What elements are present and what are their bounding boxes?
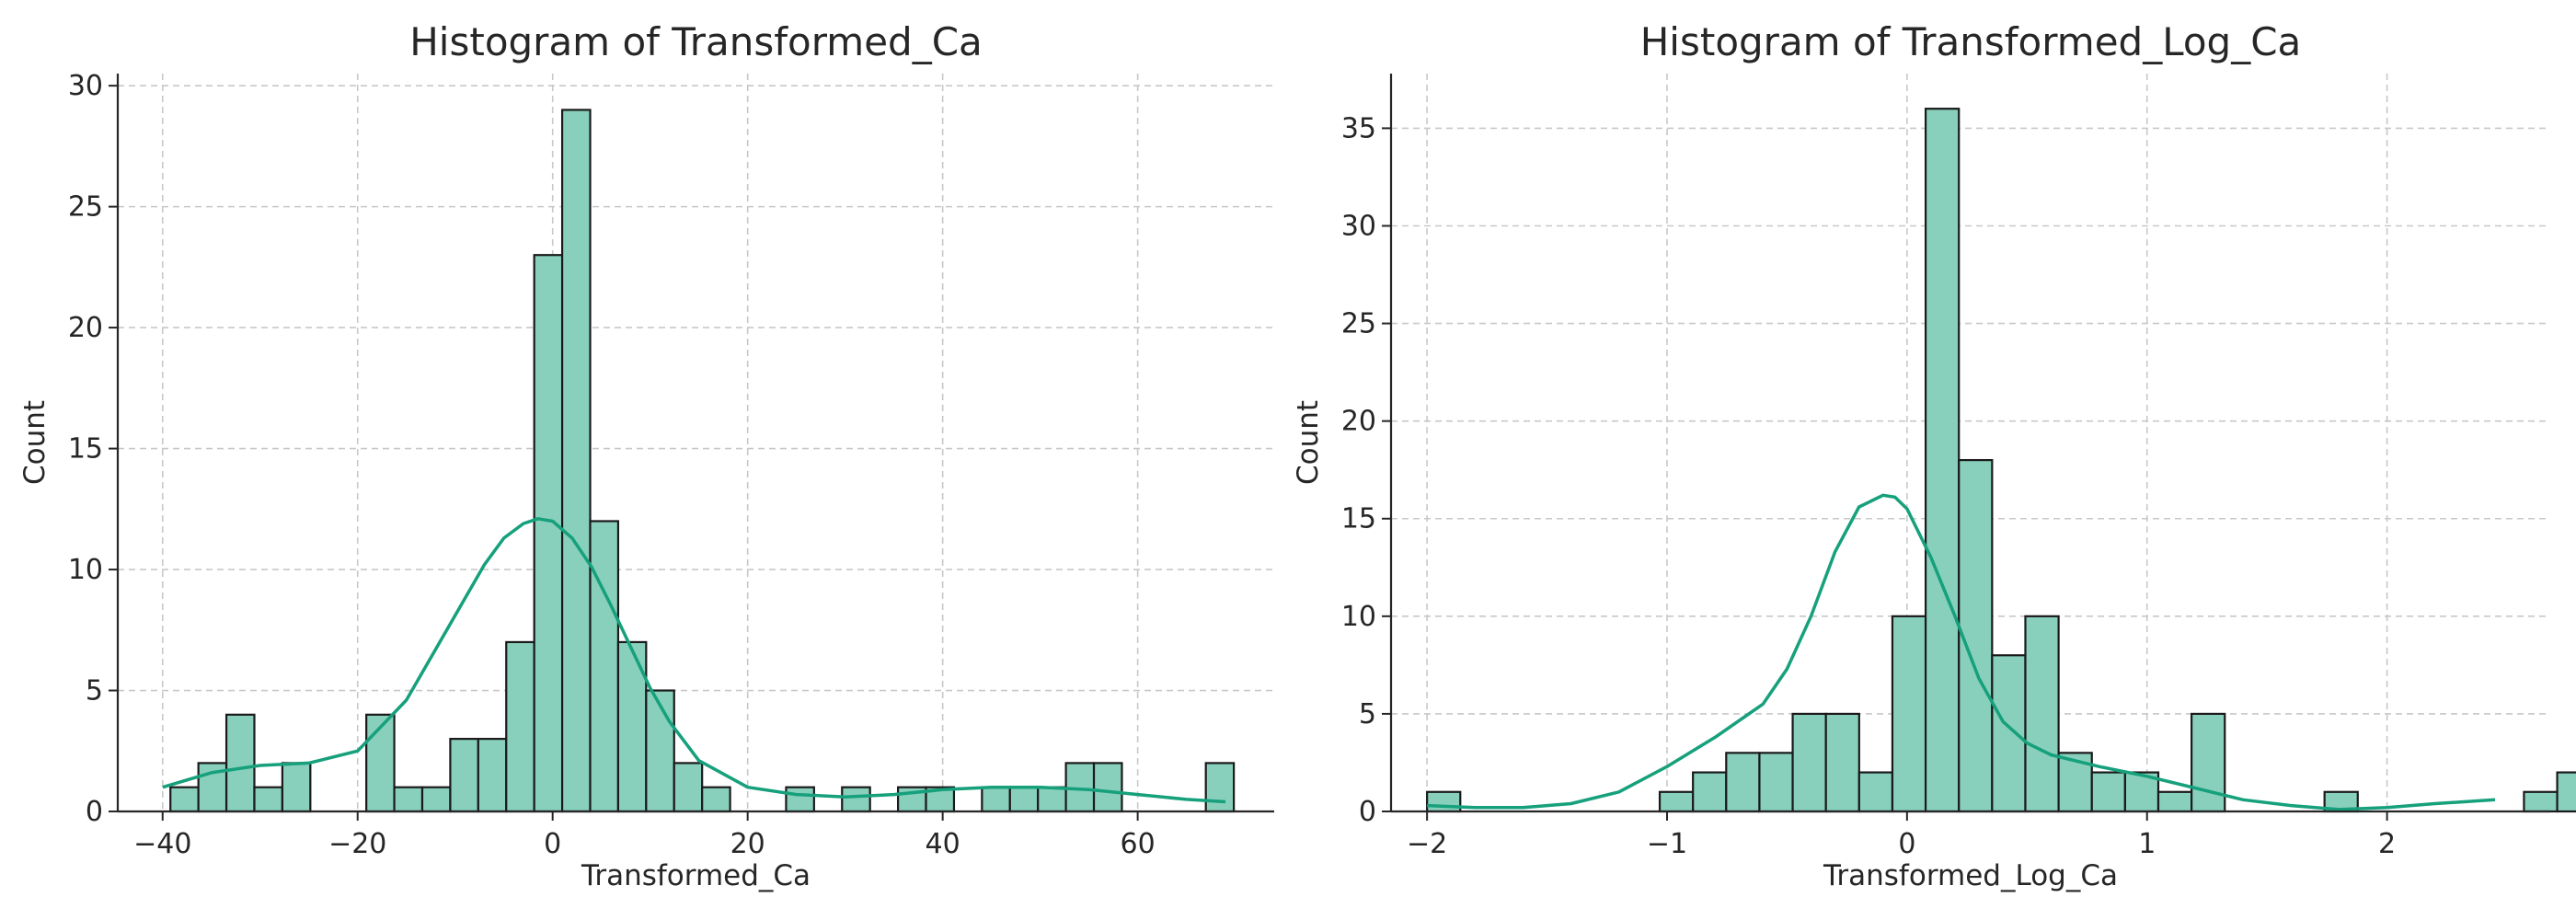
histogram-bar [505, 640, 535, 813]
y-tick-label: 10 [1341, 601, 1376, 633]
histogram-bar [1658, 790, 1695, 813]
kde-curve [162, 517, 1226, 804]
y-tick-label: 25 [68, 191, 103, 224]
histogram-bar [1791, 712, 1827, 813]
y-tick-label: 35 [1341, 112, 1376, 144]
histogram-bar [477, 738, 508, 813]
x-tick-label: −2 [1407, 828, 1447, 860]
histogram-bar [2556, 771, 2576, 813]
histogram-bar [1857, 771, 1894, 813]
kde-curve [1427, 493, 2496, 811]
histogram-bar [1958, 458, 1994, 813]
y-tick-label: 20 [1341, 406, 1376, 438]
y-tick-label: 5 [1359, 698, 1376, 730]
histogram-bar [673, 762, 704, 813]
histogram-bar [1426, 790, 1462, 813]
histogram-bar [589, 520, 620, 813]
histogram-bar [1991, 654, 2027, 813]
y-axis-label: Count [18, 400, 52, 485]
histogram-bar [841, 786, 871, 813]
histogram-bar [645, 689, 675, 813]
histogram-bar [1725, 752, 1761, 813]
y-tick-label: 15 [68, 433, 103, 466]
y-tick-label: 20 [68, 312, 103, 344]
x-axis-label: Transformed_Log_Ca [1823, 859, 2118, 892]
x-axis-label: Transformed_Ca [581, 859, 811, 892]
y-tick-label: 30 [1341, 210, 1376, 242]
x-tick-label: −40 [133, 828, 191, 860]
y-tick-label: 15 [1341, 503, 1376, 535]
x-tick-label: 0 [1898, 828, 1915, 860]
left-histogram-panel: −40 −20 0 20 40 60 0 5 10 15 20 25 30 Histogram of Tr… [18, 19, 1274, 892]
histogram-bar [1204, 762, 1236, 813]
histogram-bar [2191, 712, 2226, 813]
histogram-bar [169, 786, 200, 813]
y-tick-label: 5 [86, 675, 103, 707]
y-axis-label: Count [1292, 400, 1325, 485]
y-tick-label: 25 [1341, 308, 1376, 340]
histogram-bar [1758, 752, 1794, 813]
histogram-bar [2024, 615, 2060, 813]
histogram-bar [449, 738, 479, 813]
x-tick-label: 2 [2378, 828, 2396, 860]
y-tick-label: 0 [86, 796, 103, 828]
histogram-bar [701, 786, 731, 813]
x-tick-label: 20 [730, 828, 765, 860]
x-tick-label: 40 [926, 828, 960, 860]
histogram-bar [253, 786, 284, 813]
x-tick-label: 0 [544, 828, 561, 860]
chart-title: Histogram of Transformed_Log_Ca [1640, 19, 2302, 64]
histogram-bar [1092, 762, 1123, 813]
histogram-bar [1037, 786, 1067, 813]
histogram-bar [2156, 790, 2193, 813]
histogram-bar [281, 762, 312, 813]
histogram-bar [981, 786, 1011, 813]
chart-title: Histogram of Transformed_Ca [409, 19, 983, 64]
histogram-bar [1891, 615, 1927, 813]
histogram-bar [2523, 790, 2559, 813]
histogram-bar [785, 786, 815, 813]
histogram-bar [420, 786, 452, 813]
x-tick-label: −1 [1647, 828, 1687, 860]
histogram-bar [1692, 771, 1728, 813]
histogram-bar [224, 713, 256, 813]
y-tick-label: 0 [1359, 796, 1376, 828]
histogram-bar [1824, 712, 1860, 813]
histogram-bar [1008, 786, 1040, 813]
histogram-bar [533, 254, 564, 813]
x-tick-label: 1 [2138, 828, 2156, 860]
y-tick-label: 10 [68, 554, 103, 586]
x-tick-label: 60 [1121, 828, 1156, 860]
x-tick-label: −20 [328, 828, 386, 860]
histogram-bar [2090, 771, 2126, 813]
histogram-bar [560, 109, 592, 813]
y-tick-label: 30 [68, 70, 103, 102]
histogram-bar [365, 713, 396, 813]
histogram-bar [1924, 108, 1961, 813]
histogram-bar [393, 786, 424, 813]
